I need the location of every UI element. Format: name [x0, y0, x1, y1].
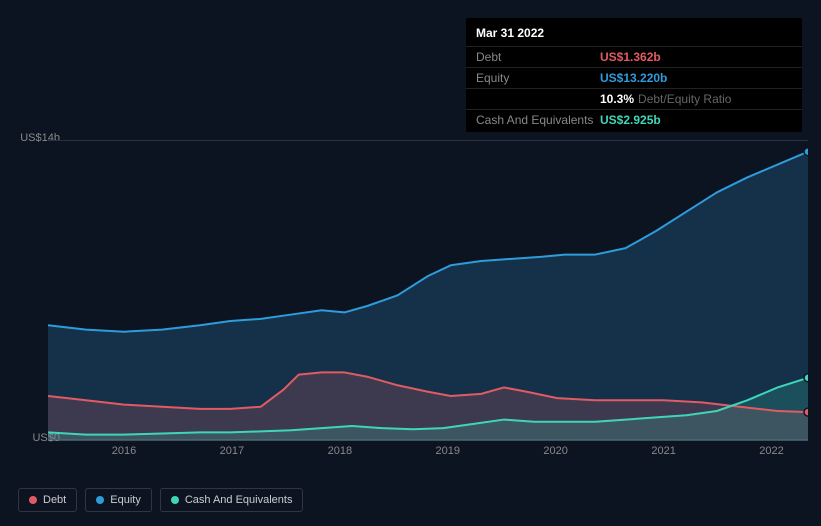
tooltip-row-value: US$1.362b	[600, 50, 661, 64]
x-axis-label: 2021	[651, 445, 675, 457]
tooltip-row: DebtUS$1.362b	[466, 46, 802, 67]
legend-dot-icon	[29, 496, 37, 504]
tooltip-row-label: Debt	[476, 50, 600, 64]
tooltip-row-label	[476, 92, 600, 106]
debt-equity-chart: US$14bUS$0 2016201720182019202020212022	[18, 120, 808, 480]
x-axis-label: 2020	[543, 445, 567, 457]
series-end-marker	[804, 148, 808, 156]
series-end-marker	[804, 408, 808, 416]
tooltip-date: Mar 31 2022	[466, 24, 802, 46]
tooltip-row: 10.3% Debt/Equity Ratio	[466, 88, 802, 109]
tooltip-ratio-pct: 10.3%	[600, 92, 634, 106]
chart-legend: Debt Equity Cash And Equivalents	[18, 488, 303, 512]
tooltip-row-label: Equity	[476, 71, 600, 85]
legend-label: Equity	[110, 494, 141, 506]
tooltip-ratio-label: Debt/Equity Ratio	[638, 92, 731, 106]
legend-label: Cash And Equivalents	[185, 494, 293, 506]
x-axis-label: 2022	[759, 445, 783, 457]
x-axis-label: 2016	[112, 445, 136, 457]
x-axis-labels: 2016 2017 2018 2019 2020 2021 2022	[48, 445, 808, 461]
series-end-marker	[804, 374, 808, 382]
legend-dot-icon	[171, 496, 179, 504]
legend-item-cash-and-equivalents[interactable]: Cash And Equivalents	[160, 488, 304, 512]
chart-plot-area[interactable]	[48, 140, 808, 440]
x-axis-label: 2018	[328, 445, 352, 457]
legend-item-debt[interactable]: Debt	[18, 488, 77, 512]
legend-label: Debt	[43, 494, 66, 506]
chart-tooltip: Mar 31 2022 DebtUS$1.362bEquityUS$13.220…	[466, 18, 802, 132]
legend-item-equity[interactable]: Equity	[85, 488, 152, 512]
tooltip-row: EquityUS$13.220b	[466, 67, 802, 88]
x-axis-label: 2019	[436, 445, 460, 457]
legend-dot-icon	[96, 496, 104, 504]
tooltip-row-value: US$13.220b	[600, 71, 667, 85]
x-axis-label: 2017	[220, 445, 244, 457]
